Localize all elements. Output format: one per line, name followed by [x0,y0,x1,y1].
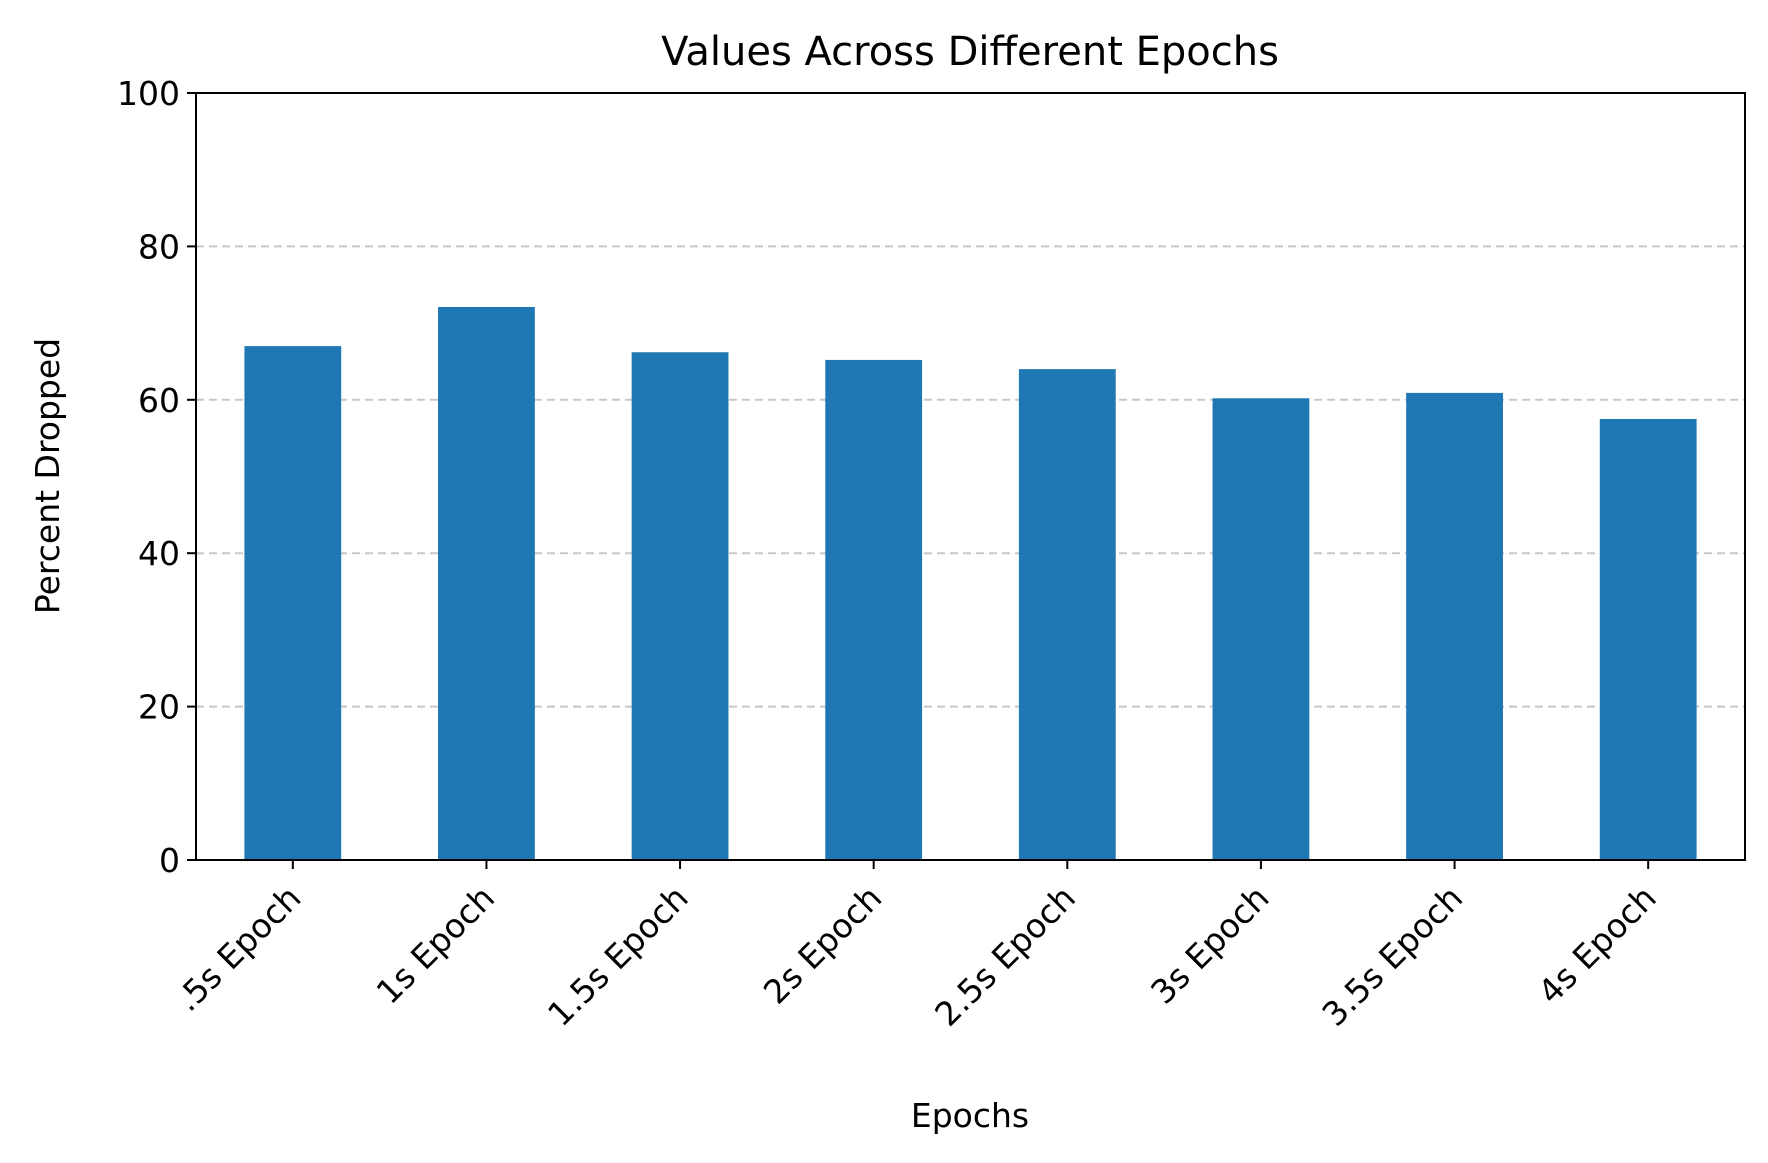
y-tick-label: 40 [138,534,180,573]
bar [1018,369,1116,860]
bar [438,306,535,860]
bars [244,306,1697,860]
chart-title: Values Across Different Epochs [661,29,1279,75]
bar [244,346,342,860]
y-tick-label: 0 [159,841,180,880]
bar [1406,392,1503,860]
y-tick-label: 20 [138,688,180,727]
y-axis-ticks: 0 20 40 60 80 100 [117,74,196,880]
bar [1212,398,1310,860]
x-axis-label: Epochs [911,1096,1029,1135]
y-tick-label: 80 [138,227,180,266]
plot-frame [195,92,1746,861]
bar [631,352,729,860]
y-tick-label: 100 [117,74,180,113]
y-axis-label: Percent Dropped [28,338,67,614]
bar [1599,418,1697,860]
y-tick-label: 60 [138,381,180,420]
bar [825,359,923,860]
